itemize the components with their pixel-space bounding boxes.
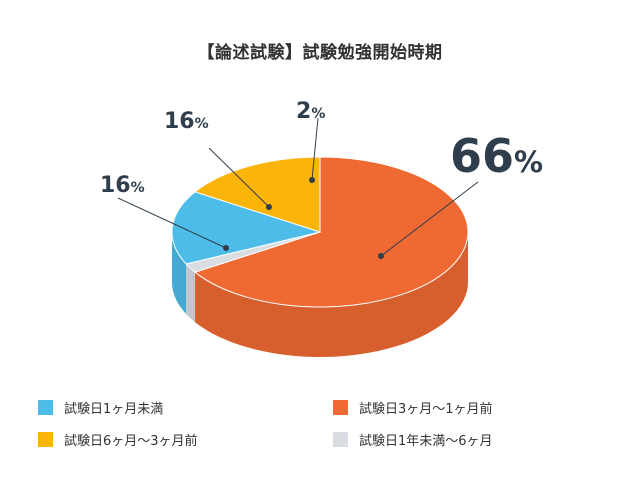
slice-label: 16% (164, 109, 209, 134)
leader-line (380, 181, 479, 257)
legend-item: 試験日1年未満〜6ヶ月 (333, 430, 613, 449)
chart-title: 【論述試験】試験勉強開始時期 (197, 43, 443, 63)
legend-swatch (333, 432, 348, 447)
pie-top (171, 156, 469, 308)
legend-label: 試験日1ヶ月未満 (64, 402, 164, 417)
pie-side-試験日3ヶ月〜1ヶ月前 (195, 232, 469, 357)
legend-item: 試験日6ヶ月〜3ヶ月前 (38, 430, 333, 449)
legend-swatch (38, 400, 53, 415)
leader-dot (223, 245, 229, 251)
legend-swatch (38, 432, 53, 447)
slice-label: 16% (100, 173, 145, 198)
legend-label: 試験日3ヶ月〜1ヶ月前 (359, 402, 493, 417)
legend-label: 試験日1年未満〜6ヶ月 (359, 434, 493, 449)
pie-slice (171, 191, 322, 265)
pie-slice (193, 156, 321, 233)
legend-item: 試験日3ヶ月〜1ヶ月前 (333, 398, 613, 417)
slice-label: 66% (450, 129, 543, 183)
pie-chart: 66% 2% 16% 16% (100, 99, 543, 357)
leader-dot (266, 204, 272, 210)
pie-side-試験日1ヶ月未満 (172, 232, 187, 314)
legend: 試験日1ヶ月未満 試験日3ヶ月〜1ヶ月前 試験日6ヶ月〜3ヶ月前 試験日1年未満… (38, 398, 618, 449)
leader-dot (378, 253, 384, 259)
leader-line (117, 197, 227, 249)
legend-swatch (333, 400, 348, 415)
slice-label: 2% (296, 99, 325, 124)
pie-slice (193, 156, 469, 308)
legend-label: 試験日6ヶ月〜3ヶ月前 (64, 434, 198, 449)
pie-side-walls (172, 232, 469, 357)
pie-side-試験日1年未満〜6ヶ月 (186, 263, 196, 323)
leader-line (311, 117, 319, 181)
legend-item: 試験日1ヶ月未満 (38, 398, 333, 417)
leader-line (208, 147, 270, 208)
leader-dot (309, 177, 315, 183)
